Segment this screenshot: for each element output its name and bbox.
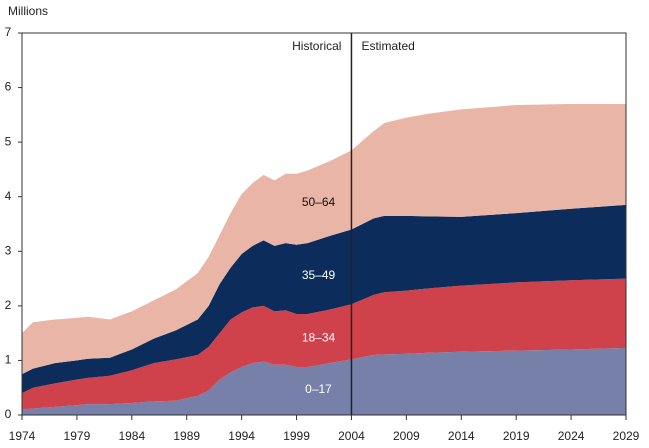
y-axis-label: Millions <box>8 4 48 18</box>
y-tick-label: 7 <box>5 25 12 39</box>
x-tick-label: 1994 <box>228 429 255 443</box>
x-tick-label: 1979 <box>64 429 91 443</box>
x-tick-label: 1984 <box>118 429 145 443</box>
y-tick-label: 2 <box>5 298 12 312</box>
y-tick-label: 0 <box>5 407 12 421</box>
area <box>22 278 626 410</box>
area <box>22 347 626 415</box>
series-label: 18–34 <box>302 331 336 345</box>
area <box>22 204 626 394</box>
y-tick-label: 5 <box>5 134 12 148</box>
series-label: 50–64 <box>302 195 336 209</box>
x-tick-label: 2004 <box>338 429 365 443</box>
x-tick-label: 1989 <box>173 429 200 443</box>
series-label: 0–17 <box>305 382 332 396</box>
annotation: Historical <box>292 39 341 53</box>
y-tick-label: 1 <box>5 353 12 367</box>
plot-frame <box>21 32 627 416</box>
series-label: 35–49 <box>302 268 336 282</box>
x-tick-label: 2029 <box>613 429 640 443</box>
y-tick-label: 3 <box>5 243 12 257</box>
annotation: Estimated <box>361 39 414 53</box>
x-tick-label: 1999 <box>283 429 310 443</box>
x-tick-label: 2019 <box>503 429 530 443</box>
x-tick-label: 1974 <box>9 429 36 443</box>
x-tick-label: 2009 <box>393 429 420 443</box>
y-tick-label: 4 <box>5 189 12 203</box>
area <box>22 103 626 375</box>
x-tick-label: 2014 <box>448 429 475 443</box>
x-tick-label: 2024 <box>558 429 585 443</box>
y-tick-label: 6 <box>5 80 12 94</box>
